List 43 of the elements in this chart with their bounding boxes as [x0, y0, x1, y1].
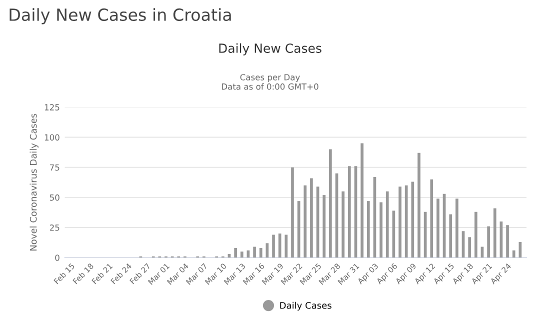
bar	[253, 246, 256, 258]
bar	[512, 250, 516, 258]
bar	[404, 185, 408, 258]
bar	[487, 226, 490, 258]
y-tick-label: 50	[50, 194, 60, 201]
bar	[310, 178, 313, 258]
y-tick-label: 125	[44, 104, 60, 110]
bar	[449, 214, 452, 258]
y-tick-label: 75	[50, 164, 60, 171]
bar	[304, 185, 307, 258]
bar	[506, 225, 509, 258]
bar	[259, 248, 262, 258]
bar	[436, 198, 440, 258]
bar	[456, 198, 458, 258]
bar	[234, 248, 237, 258]
bar	[240, 252, 244, 258]
bar	[322, 195, 326, 258]
bar	[468, 237, 471, 258]
bar	[411, 182, 414, 258]
chart-title: Daily New Cases	[219, 43, 322, 56]
bar	[348, 166, 351, 258]
bar	[430, 179, 434, 258]
y-axis-title: Novel Coronavirus Daily Cases	[30, 114, 38, 251]
text: Daily New Cases in Croatia	[10, 8, 231, 24]
bar	[329, 149, 332, 258]
bar	[360, 143, 364, 258]
bar	[291, 167, 294, 258]
legend-label: Daily Cases	[280, 302, 332, 311]
chart-subtitle: Cases per Day Data as of 0:00 GMT+0	[222, 74, 318, 90]
bar	[342, 191, 345, 258]
bar	[493, 208, 496, 258]
y-tick-label: 100	[44, 134, 60, 141]
y-tick-label: 0	[55, 254, 60, 261]
bar	[398, 186, 402, 258]
bar	[278, 234, 282, 258]
bar	[386, 191, 389, 258]
bar	[418, 152, 420, 258]
bar	[284, 234, 288, 258]
bar	[366, 201, 370, 258]
y-tick-label: 25	[50, 224, 60, 231]
bar	[474, 212, 478, 258]
bar	[272, 234, 275, 258]
bar	[380, 202, 382, 258]
